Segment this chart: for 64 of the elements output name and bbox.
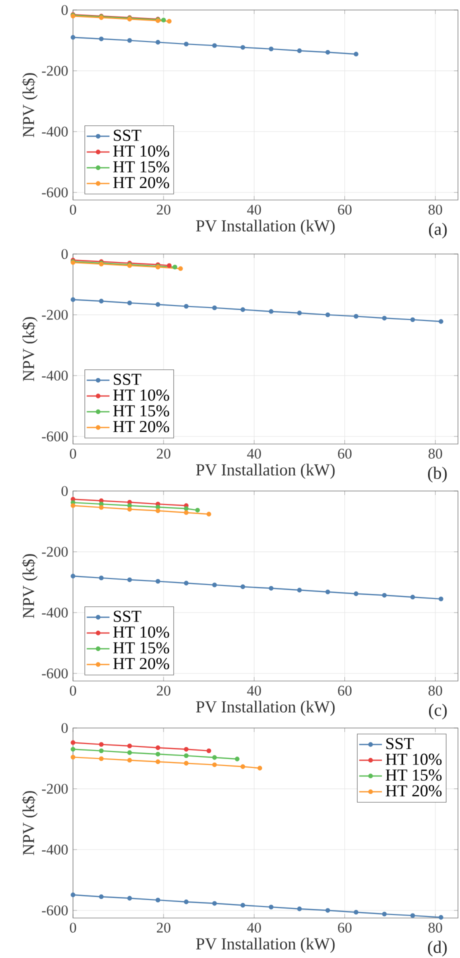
y-tick-label: -400 xyxy=(42,370,68,381)
legend-label: HT 20% xyxy=(113,176,170,188)
legend-label: SST xyxy=(386,738,414,750)
legend-label: HT 15% xyxy=(113,161,170,173)
text: (b) xyxy=(428,466,447,482)
legend-label: HT 20% xyxy=(113,420,170,432)
legend-label: HT 10% xyxy=(113,145,170,157)
x-tick-label: 60 xyxy=(338,686,352,696)
x-tick-label: 60 xyxy=(338,922,352,933)
text: (c) xyxy=(429,704,447,720)
x-tick-label: 0 xyxy=(70,922,76,933)
y-tick-label: 0 xyxy=(62,723,68,733)
legend-label: HT 20% xyxy=(113,658,170,670)
x-axis-title: PV Installation (kW) xyxy=(196,938,335,953)
legend-label: HT 15% xyxy=(113,642,170,654)
x-tick-label: 20 xyxy=(156,448,170,459)
y-tick-label: -200 xyxy=(42,310,68,320)
x-tick-label: 40 xyxy=(247,448,261,459)
y-tick-label: -600 xyxy=(42,431,68,442)
y-tick-label: 0 xyxy=(62,486,68,496)
x-axis-title: PV Installation (kW) xyxy=(196,700,335,716)
legend-label: HT 10% xyxy=(386,754,442,765)
x-tick-label: 80 xyxy=(428,922,442,933)
x-tick-label: 20 xyxy=(156,204,170,215)
y-tick-label: -400 xyxy=(42,126,68,137)
y-tick-label: -200 xyxy=(42,546,68,557)
x-tick-label: 40 xyxy=(247,686,261,696)
legend-label: HT 20% xyxy=(386,785,442,796)
x-tick-label: 80 xyxy=(428,204,442,215)
y-axis-title: NPV (k$) xyxy=(22,73,38,138)
text: (d) xyxy=(428,940,447,956)
x-tick-label: 20 xyxy=(156,686,170,696)
y-axis-title: NPV (k$) xyxy=(22,791,38,856)
legend-label: SST xyxy=(114,610,142,622)
y-tick-label: -200 xyxy=(42,66,68,76)
y-tick-label: -400 xyxy=(42,844,68,855)
y-tick-label: -600 xyxy=(42,668,68,678)
x-tick-label: 0 xyxy=(70,204,76,215)
x-tick-label: 80 xyxy=(428,686,442,696)
y-tick-label: 0 xyxy=(62,249,68,259)
x-axis-title: PV Installation (kW) xyxy=(196,220,335,235)
x-tick-label: 0 xyxy=(70,686,76,696)
x-tick-label: 60 xyxy=(338,204,352,215)
x-tick-label: 40 xyxy=(247,922,261,933)
legend-label: SST xyxy=(114,374,142,385)
legend-label: HT 15% xyxy=(386,769,442,781)
x-tick-label: 80 xyxy=(428,448,442,459)
x-tick-label: 0 xyxy=(70,448,76,459)
y-tick-label: -200 xyxy=(42,784,68,794)
y-tick-label: 0 xyxy=(62,5,68,15)
y-axis-title: NPV (k$) xyxy=(22,317,38,382)
x-tick-label: 60 xyxy=(338,448,352,459)
x-axis-title: PV Installation (kW) xyxy=(196,464,335,479)
x-tick-label: 20 xyxy=(156,922,170,933)
y-tick-label: -400 xyxy=(42,608,68,618)
y-axis-title: NPV (k$) xyxy=(22,554,38,618)
text: (a) xyxy=(429,222,447,238)
legend-label: HT 10% xyxy=(113,389,170,401)
legend-label: SST xyxy=(114,130,142,141)
legend-label: HT 15% xyxy=(113,405,170,417)
legend-label: HT 10% xyxy=(113,626,170,638)
x-tick-label: 40 xyxy=(247,204,261,215)
y-tick-label: -600 xyxy=(42,187,68,198)
y-tick-label: -600 xyxy=(42,905,68,916)
